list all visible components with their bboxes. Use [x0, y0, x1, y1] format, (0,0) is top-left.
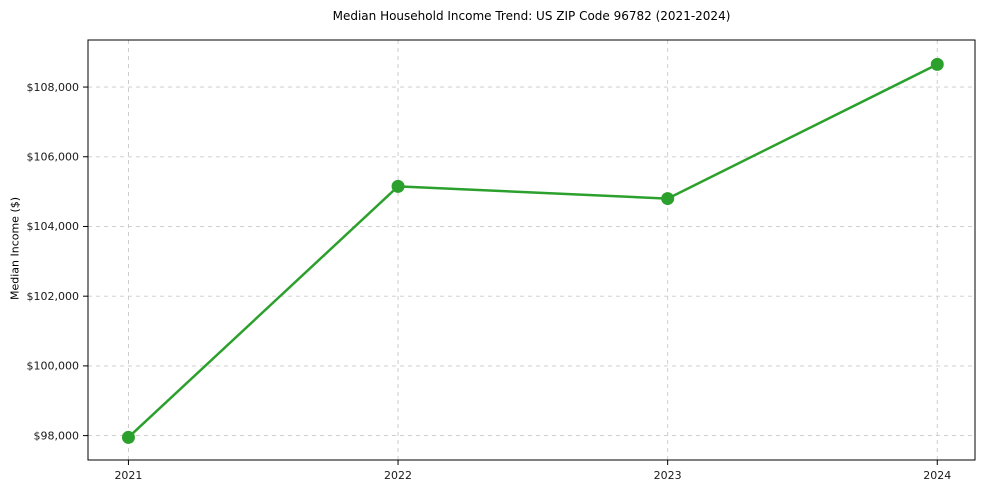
chart-title: Median Household Income Trend: US ZIP Co… [332, 9, 731, 23]
axes-border [87, 39, 976, 461]
y-tick-label: $106,000 [27, 151, 80, 164]
y-tick-label: $98,000 [34, 429, 80, 442]
y-tick-label: $102,000 [27, 290, 80, 303]
data-point-marker [121, 430, 135, 444]
x-tick-label: 2022 [384, 469, 412, 482]
x-tick-label: 2024 [923, 469, 951, 482]
data-point-marker [661, 192, 675, 206]
y-tick-label: $104,000 [27, 220, 80, 233]
y-tick-label: $100,000 [27, 360, 80, 373]
data-point-marker [391, 179, 405, 193]
trend-line [127, 63, 939, 439]
x-tick-label: 2023 [654, 469, 682, 482]
y-tick-label: $108,000 [27, 81, 80, 94]
data-point-marker [930, 57, 944, 71]
x-tick-label: 2021 [114, 469, 142, 482]
